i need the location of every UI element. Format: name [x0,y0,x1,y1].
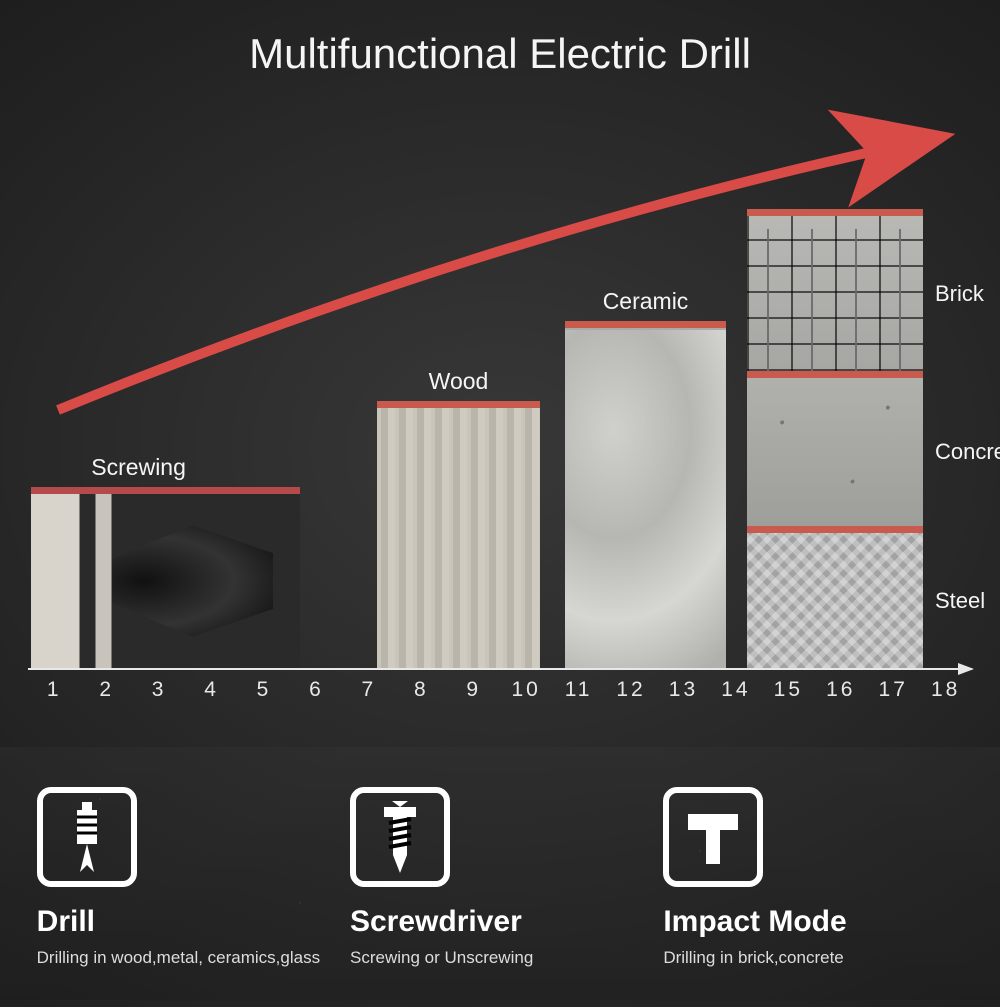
bar-stack: Brick Concrete Steel [747,216,923,668]
segment-steel: Steel [747,533,923,668]
bar-cap [747,209,923,216]
mode-drill: Drill Drilling in wood,metal, ceramics,g… [37,787,337,970]
mode-title: Impact Mode [663,905,846,939]
bar-ceramic: Ceramic [565,328,726,668]
mode-description: Drilling in wood,metal, ceramics,glass [37,947,320,970]
tick: 13 [657,678,709,702]
segment-brick: Brick [747,216,923,371]
tick: 1 [28,678,80,702]
tick: 8 [395,678,447,702]
bar-cap [31,487,300,494]
mode-title: Drill [37,905,95,939]
tick: 10 [500,678,552,702]
tick: 18 [919,678,971,702]
tick: 12 [605,678,657,702]
mode-impact: Impact Mode Drilling in brick,concrete [663,787,963,970]
segment-label-steel: Steel [935,588,985,614]
bar-label-wood: Wood [429,368,489,395]
hammer-icon [663,787,763,887]
mode-screwdriver: Screwdriver Screwing or Unscrewing [350,787,650,970]
tick: 16 [815,678,867,702]
tick: 2 [80,678,132,702]
page-title: Multifunctional Electric Drill [0,30,1000,78]
tick: 14 [710,678,762,702]
segment-divider [747,526,923,533]
tick: 11 [552,678,604,702]
bar-screwing: Screwing [31,494,300,668]
modes-row: Drill Drilling in wood,metal, ceramics,g… [0,787,1000,970]
mode-title: Screwdriver [350,905,522,939]
tick: 6 [290,678,342,702]
tick: 15 [762,678,814,702]
tick: 17 [867,678,919,702]
x-axis-ticks: 1 2 3 4 5 6 7 8 9 10 11 12 13 14 15 16 1… [28,678,972,702]
drill-bit-icon [37,787,137,887]
capability-chart: Screwing Wood Ceramic Brick Concrete Ste… [28,100,972,670]
tick: 5 [238,678,290,702]
tick: 9 [448,678,500,702]
tick: 4 [185,678,237,702]
tick: 3 [133,678,185,702]
bar-wood: Wood [377,408,540,668]
bar-cap [565,321,726,328]
mode-description: Drilling in brick,concrete [663,947,843,970]
bar-cap [377,401,540,408]
segment-divider [747,371,923,378]
x-axis [28,668,972,670]
mode-description: Screwing or Unscrewing [350,947,533,970]
tick: 7 [343,678,395,702]
segment-concrete: Concrete [747,378,923,526]
bar-label-ceramic: Ceramic [603,288,689,315]
drill-chuck-texture [112,525,273,636]
bar-label-screwing: Screwing [91,454,186,481]
segment-label-concrete: Concrete [935,439,1000,465]
segment-label-brick: Brick [935,281,984,307]
screw-icon [350,787,450,887]
